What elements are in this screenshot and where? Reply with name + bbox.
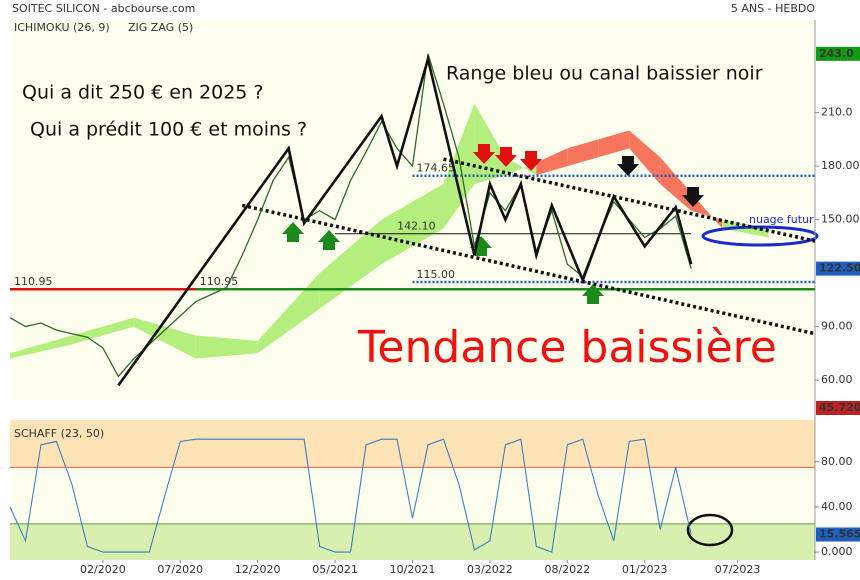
price-line [9,53,692,378]
indicator: ZIG ZAG (5) [128,21,193,34]
x-tick-label: 12/2020 [235,563,281,576]
up-arrow [318,230,340,250]
value-box [816,46,860,61]
down-arrow [617,156,639,176]
value-box [816,527,860,542]
level-label: 110.95 [14,275,53,288]
down-arrow [495,147,517,167]
arrows [282,144,704,304]
cloud [598,130,630,158]
oversold-band [10,523,815,560]
x-tick-label: 05/2021 [312,563,358,576]
y-tick-label: 40.00 [821,500,853,513]
schaff-title: SCHAFF (23, 50) [14,427,104,440]
cloud [567,139,599,167]
indicator: ICHIMOKU (26, 9) [14,21,110,34]
x-tick-label: 08/2022 [544,563,590,576]
level-label: 115.00 [417,268,456,281]
cloud [629,130,661,184]
x-tick-label: 03/2022 [467,563,513,576]
value-box-label: 243.0 [819,47,854,60]
up-arrow [582,284,604,304]
y-tick-label: 90.00 [821,320,853,333]
level-label: 142.10 [397,220,436,233]
x-tick-label: 10/2021 [390,563,436,576]
x-tick-label: 07/2023 [715,563,761,576]
value-box-label: 45.720 [819,401,860,414]
cloud [660,157,692,211]
cloud [443,103,475,229]
highlight-ellipse [686,513,734,547]
annotation: Qui a dit 250 € en 2025 ? [22,82,264,104]
value-box-label: 15.565 [819,528,860,541]
annotation: Range bleu ou canal baissier noir [446,63,763,85]
level-label: 174.65 [417,162,456,175]
overbought-band [10,420,815,468]
zigzag-line [117,54,693,387]
schaff-line [9,438,692,553]
down-arrow [473,144,495,164]
y-tick-label: 60.00 [821,373,853,386]
cloud [474,103,506,184]
value-box [816,261,860,276]
cloud [195,335,258,359]
cloud [257,273,320,354]
y-tick-label: 150.00 [821,213,860,226]
cloud [133,317,196,359]
annotation: nuage futur [749,213,814,226]
trendline [241,203,816,336]
value-box [816,401,860,415]
cloud [10,335,72,359]
y-tick-label: 0.000 [821,545,853,558]
down-arrow [520,151,542,171]
annotation: Tendance baissière [357,322,777,373]
period: 5 ANS - HEBDO [731,2,815,15]
cloud [381,183,444,265]
value-box-label: 122.50 [819,262,860,275]
x-tick-label: 02/2020 [80,563,126,576]
chart-title: SOITEC SILICON - abcbourse.com [12,2,195,15]
y-tick-label: 180.00 [821,159,860,172]
x-tick-label: 07/2020 [157,563,203,576]
cloud [536,148,568,176]
up-arrow [282,222,304,242]
cloud [505,157,537,176]
cloud [319,219,382,309]
annotation: Qui a prédit 100 € et moins ? [30,119,307,141]
x-tick-label: 01/2023 [622,563,668,576]
layer [10,103,815,560]
highlight-ellipse [701,225,819,247]
y-tick-label: 210.0 [821,106,853,119]
y-tick-label: 80.00 [821,455,853,468]
level-label: 110.95 [200,275,239,288]
down-arrow [682,187,704,207]
